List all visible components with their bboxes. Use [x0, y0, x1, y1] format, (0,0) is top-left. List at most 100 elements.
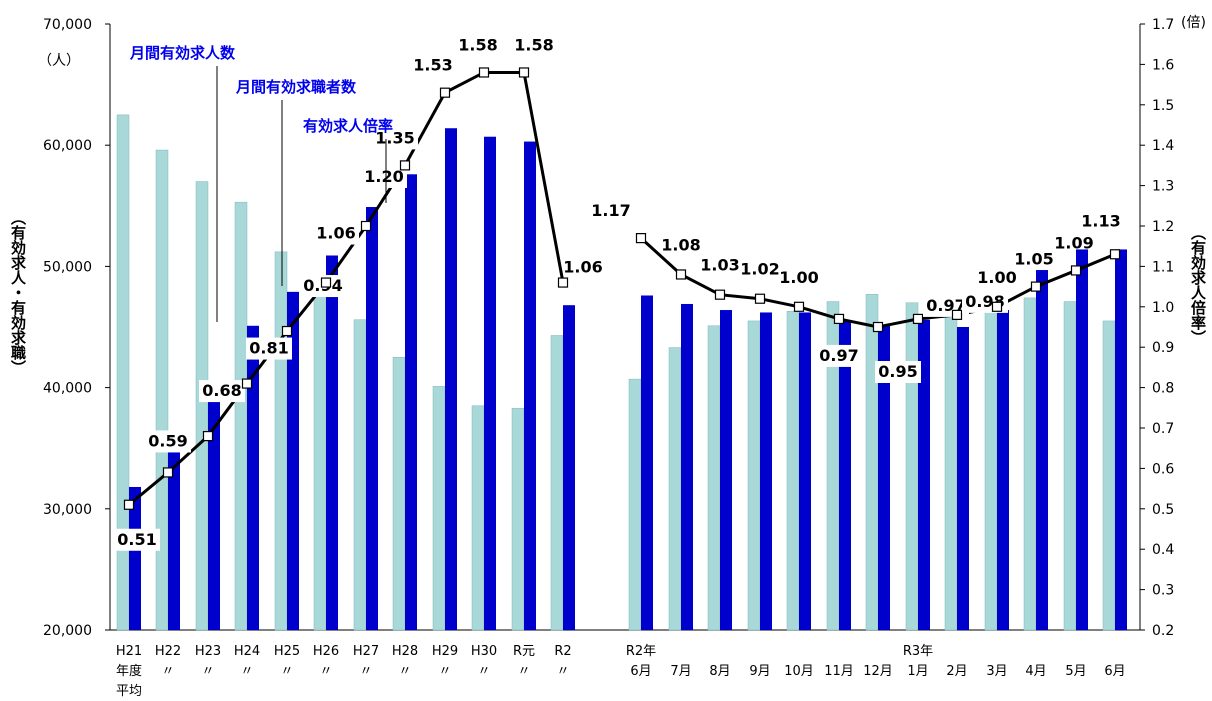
ratio-label: 0.95	[878, 362, 917, 381]
ratio-marker	[399, 160, 411, 171]
x-tick-label: 〃	[319, 664, 332, 679]
ratio-label: 1.58	[458, 35, 497, 54]
ratio-label: 0.59	[148, 431, 187, 450]
bar-job-seekers	[641, 295, 653, 630]
ratio-marker	[872, 321, 884, 333]
bar-job-seekers	[366, 207, 378, 630]
ratio-label: 1.03	[700, 256, 739, 275]
x-tick-label: 〃	[161, 664, 174, 679]
x-tick-label: 〃	[280, 664, 293, 679]
bar-job-offers	[353, 319, 367, 631]
bar-job-offers	[1023, 297, 1037, 631]
bar-job-offers	[432, 386, 446, 631]
bar-job-offers	[392, 357, 406, 631]
left-tick-label: 30,000	[43, 502, 92, 518]
ratio-marker	[478, 67, 490, 78]
bar-job-offers	[195, 181, 209, 631]
bar-job-offers	[155, 149, 169, 631]
x-tick-label: 5月	[1065, 664, 1086, 679]
x-tick-label: R2年	[626, 644, 656, 659]
right-tick-label: 0.8	[1152, 381, 1174, 397]
x-tick-label: H24	[234, 644, 260, 659]
ratio-label: 1.00	[779, 268, 818, 287]
x-tick-label: H27	[353, 644, 379, 659]
x-tick-label: 12月	[863, 664, 893, 679]
ratio-marker	[320, 277, 332, 288]
x-tick-label: 10月	[784, 664, 814, 679]
ratio-marker	[123, 499, 135, 510]
x-tick-label: 2月	[946, 664, 967, 679]
ratio-label: 1.20	[364, 167, 403, 186]
bar-job-offers	[1102, 320, 1116, 631]
ratio-marker	[1030, 281, 1042, 292]
ratio-marker	[951, 309, 963, 320]
ratio-label-bg	[372, 127, 418, 150]
ratio-marker	[635, 233, 647, 244]
bar-job-seekers	[720, 310, 732, 630]
x-tick-label: H30	[471, 644, 497, 659]
ratio-label-bg	[199, 380, 245, 403]
left-tick-label: 70,000	[43, 17, 92, 33]
ratio-label: 1.02	[740, 260, 779, 279]
legend-label: 月間有効求人数	[129, 44, 236, 62]
x-tick-label: H23	[195, 644, 221, 659]
ratio-label: 0.97	[819, 346, 858, 365]
right-axis-title: （有効求人倍率）	[1189, 225, 1207, 345]
bar-job-offers	[628, 378, 642, 631]
legend-label: 月間有効求職者数	[235, 78, 357, 96]
bar-job-seekers	[1115, 249, 1127, 630]
ratio-label-bg	[114, 528, 160, 551]
bar-job-seekers	[799, 312, 811, 630]
bar-job-offers	[274, 251, 288, 631]
left-tick-label: 60,000	[43, 138, 92, 154]
ratio-label: 1.13	[1081, 211, 1120, 230]
ratio-label: 0.81	[249, 339, 288, 358]
x-tick-label: H28	[392, 644, 418, 659]
x-tick-label: 9月	[749, 664, 770, 679]
right-tick-label: 1.1	[1152, 259, 1174, 275]
x-tick-label: H29	[432, 644, 458, 659]
bar-job-offers	[550, 335, 564, 631]
bar-job-seekers	[1076, 249, 1088, 630]
left-axis-title: （有効求人・有効求職）	[9, 210, 27, 375]
ratio-marker	[675, 269, 687, 280]
ratio-marker	[360, 220, 372, 232]
bar-job-offers	[747, 320, 761, 631]
x-tick-label: H25	[274, 644, 300, 659]
bar-job-seekers	[563, 305, 575, 630]
ratio-marker	[912, 313, 924, 325]
ratio-marker	[281, 325, 293, 337]
ratio-label-bg	[361, 166, 407, 188]
ratio-label: 1.06	[563, 258, 602, 277]
right-tick-label: 1.2	[1152, 219, 1174, 235]
bar-job-seekers	[918, 319, 930, 630]
x-tick-label: R2	[554, 644, 571, 659]
bar-job-offers	[865, 294, 879, 631]
bar-job-seekers	[287, 291, 299, 630]
ratio-marker	[162, 467, 174, 478]
bar-job-seekers	[168, 448, 180, 630]
x-tick-label: 3月	[986, 664, 1007, 679]
ratio-marker	[714, 289, 726, 300]
right-tick-label: 0.5	[1152, 502, 1174, 518]
x-tick-label: 7月	[670, 664, 691, 679]
ratio-marker	[518, 67, 530, 78]
right-tick-label: 0.4	[1152, 542, 1174, 558]
x-tick-label: 〃	[240, 664, 253, 679]
bar-job-seekers	[839, 320, 851, 630]
bar-job-seekers	[484, 136, 496, 630]
bar-job-offers	[1063, 301, 1077, 631]
right-tick-label: 1.3	[1152, 179, 1174, 195]
x-tick-label: 6月	[1104, 664, 1125, 679]
ratio-label-bg	[145, 430, 191, 453]
ratio-label: 1.58	[514, 35, 553, 54]
bar-job-seekers	[405, 174, 417, 630]
bar-job-seekers	[957, 327, 969, 630]
ratio-label: 1.08	[661, 235, 700, 254]
right-tick-label: 1.6	[1152, 57, 1174, 73]
left-tick-label: 40,000	[43, 381, 92, 397]
x-tick-label: H22	[155, 644, 181, 659]
bar-job-seekers	[524, 141, 536, 630]
ratio-label: 1.17	[591, 201, 630, 220]
